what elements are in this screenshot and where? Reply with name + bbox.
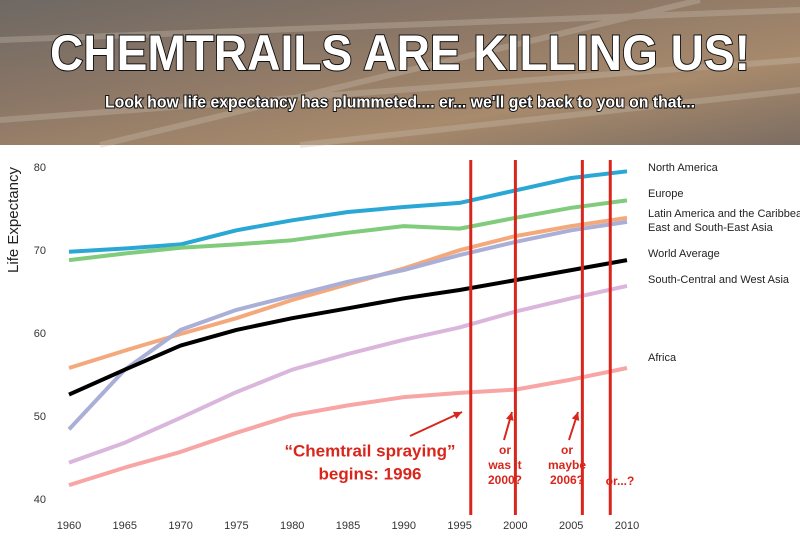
series-line [68, 366, 628, 488]
annotation-arrowhead [506, 412, 514, 421]
x-tick-label: 1975 [224, 520, 248, 532]
annotation-text: or [499, 443, 511, 457]
banner [0, 0, 800, 145]
banner-subtitle: Look how life expectancy has plummeted..… [105, 92, 695, 111]
annotation-text: or [561, 443, 573, 457]
legend-label: East and South-East Asia [648, 222, 774, 234]
legend-label: Africa [648, 352, 677, 364]
annotation-text: maybe [548, 458, 586, 472]
series-line [67, 219, 628, 431]
y-tick-label: 70 [34, 245, 46, 257]
annotation-text: begins: 1996 [319, 464, 422, 483]
series-line [68, 169, 628, 254]
x-tick-label: 1985 [336, 520, 360, 532]
x-tick-label: 1965 [113, 520, 137, 532]
x-tick-label: 2000 [503, 520, 527, 532]
legend-label: South-Central and West Asia [648, 274, 790, 286]
legend-label: North America [648, 162, 719, 174]
annotation-text: or...? [606, 474, 635, 488]
annotation-arrowhead [453, 411, 462, 419]
annotation-arrow [409, 411, 463, 437]
legend-label: Latin America and the Caribbean [648, 208, 800, 220]
y-axis-label: Life Expectancy [5, 167, 22, 273]
series-line [68, 215, 628, 370]
annotation-text: 2000? [488, 473, 522, 487]
banner-title: CHEMTRAILS ARE KILLING US! [50, 25, 750, 81]
annotation-text: 2006? [550, 473, 584, 487]
y-tick-label: 60 [34, 328, 46, 340]
x-tick-label: 1990 [392, 520, 416, 532]
annotation-text: “Chemtrail spraying” [285, 441, 456, 460]
annotation-arrowhead [571, 412, 580, 421]
x-tick-label: 1980 [280, 520, 304, 532]
y-tick-label: 40 [34, 494, 46, 506]
series-line [68, 258, 628, 397]
legend-label: Europe [648, 188, 683, 200]
x-tick-label: 2005 [559, 520, 583, 532]
legend-label: World Average [648, 248, 720, 260]
x-tick-label: 2010 [615, 520, 639, 532]
annotation-text: was it [487, 458, 521, 472]
series-line [68, 198, 628, 263]
x-tick-label: 1960 [57, 520, 81, 532]
x-tick-label: 1970 [168, 520, 192, 532]
y-tick-label: 50 [34, 411, 46, 423]
series-line [68, 283, 628, 465]
y-tick-label: 80 [34, 162, 46, 174]
x-tick-label: 1995 [447, 520, 471, 532]
